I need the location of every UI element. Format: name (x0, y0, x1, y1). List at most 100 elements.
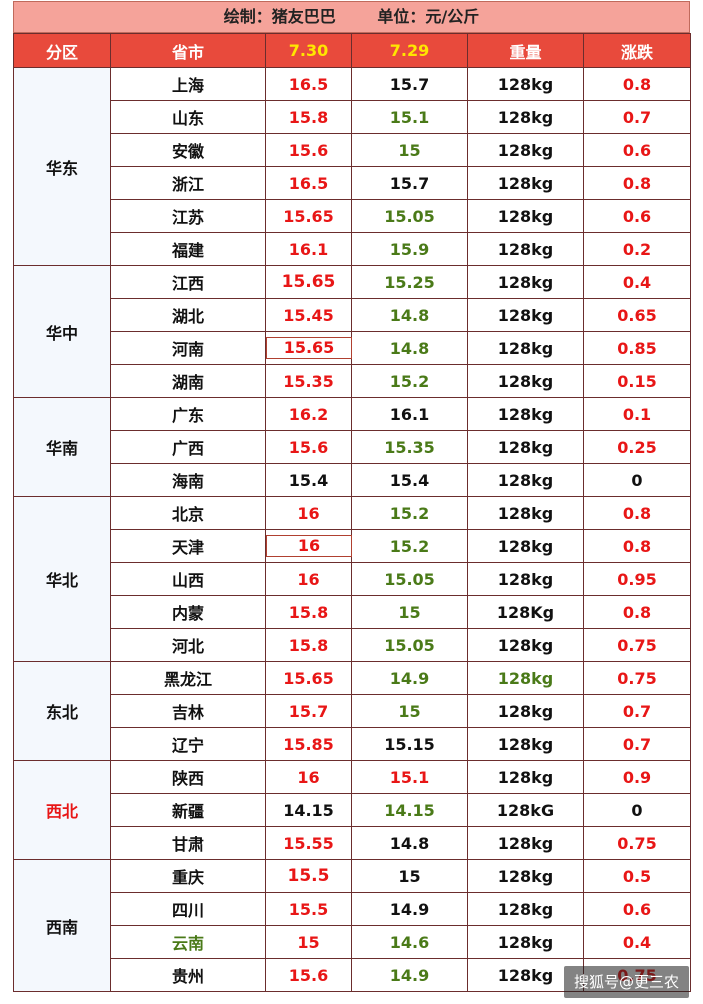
price-today-cell: 16 (265, 496, 352, 530)
region-cell: 华北 (13, 496, 111, 662)
province-cell: 上海 (110, 67, 266, 101)
price-table-container: 绘制：猪友巴巴 单位：元/公斤 分区 省市 7.30 7.29 重量 涨跌 华东… (13, 1, 691, 992)
change-cell: 0.6 (583, 199, 691, 233)
change-cell: 0.95 (583, 562, 691, 596)
price-today-cell: 15.5 (265, 859, 352, 893)
price-yesterday-cell: 15 (351, 133, 468, 167)
change-cell: 0.2 (583, 232, 691, 266)
price-yesterday-cell: 14.9 (351, 892, 468, 926)
weight-cell: 128kg (467, 166, 584, 200)
weight-cell: 128kg (467, 859, 584, 893)
change-cell: 0.8 (583, 595, 691, 629)
province-cell: 河南 (110, 331, 266, 365)
region-cell: 华东 (13, 67, 111, 266)
table-row: 华北 北京 16 15.2 128kg 0.8 (13, 496, 691, 662)
price-yesterday-cell: 16.1 (351, 397, 468, 431)
price-yesterday-cell: 14.8 (351, 298, 468, 332)
price-today-cell: 16.5 (265, 166, 352, 200)
price-today-boxed-value: 15.65 (266, 337, 352, 359)
table-row: 华中 江西 15.65 15.25 128kg 0.4 (13, 265, 691, 398)
price-yesterday-cell: 15.2 (351, 529, 468, 563)
table-row: 海南 15.4 15.4 128kg 0 (14, 463, 691, 497)
price-today-cell: 14.15 (265, 793, 352, 827)
table-row: 甘肃 15.55 14.8 128kg 0.75 (14, 826, 691, 860)
price-today-cell: 15.6 (265, 430, 352, 464)
header-province: 省市 (110, 33, 266, 68)
province-cell: 湖北 (110, 298, 266, 332)
table-row: 西北 陕西 16 15.1 128kg 0.9 (13, 760, 691, 860)
province-cell: 甘肃 (110, 826, 266, 860)
price-yesterday-cell: 15.35 (351, 430, 468, 464)
change-cell: 0.85 (583, 331, 691, 365)
table-row: 华东 上海 16.5 15.7 128kg 0.8 (13, 67, 691, 266)
price-yesterday-cell: 14.9 (351, 958, 468, 992)
change-cell: 0.7 (583, 100, 691, 134)
table-row: 山西 16 15.05 128kg 0.95 (14, 562, 691, 596)
price-today-cell: 15.65 (265, 661, 352, 695)
price-today-cell: 15.55 (265, 826, 352, 860)
change-cell: 0.8 (583, 166, 691, 200)
table-row: 湖南 15.35 15.2 128kg 0.15 (14, 364, 691, 398)
weight-cell: 128kg (467, 298, 584, 332)
table-row: 安徽 15.6 15 128kg 0.6 (14, 133, 691, 167)
weight-cell: 128kg (467, 529, 584, 563)
price-today-cell: 15.7 (265, 694, 352, 728)
price-yesterday-cell: 15.15 (351, 727, 468, 761)
price-today-cell: 15.85 (265, 727, 352, 761)
table-row: 广西 15.6 15.35 128kg 0.25 (14, 430, 691, 464)
header-weight: 重量 (467, 33, 584, 68)
province-cell: 云南 (110, 925, 266, 959)
header-date-yesterday: 7.29 (351, 33, 468, 68)
change-cell: 0.75 (583, 826, 691, 860)
price-yesterday-cell: 14.8 (351, 331, 468, 365)
caption-author: 绘制：猪友巴巴 (223, 7, 336, 26)
weight-cell: 128kg (467, 364, 584, 398)
price-yesterday-cell: 15.25 (351, 265, 468, 299)
table-row: 山东 15.8 15.1 128kg 0.7 (14, 100, 691, 134)
table-row: 云南 15 14.6 128kg 0.4 (14, 925, 691, 959)
price-yesterday-cell: 15.9 (351, 232, 468, 266)
price-today-cell: 15.6 (265, 133, 352, 167)
change-cell: 0.7 (583, 694, 691, 728)
province-cell: 黑龙江 (110, 661, 266, 695)
table-row: 新疆 14.15 14.15 128kG 0 (14, 793, 691, 827)
price-yesterday-cell: 15.7 (351, 166, 468, 200)
price-yesterday-cell: 14.8 (351, 826, 468, 860)
weight-cell: 128kg (467, 694, 584, 728)
change-cell: 0 (583, 463, 691, 497)
change-cell: 0 (583, 793, 691, 827)
region-cell: 西南 (13, 859, 111, 992)
weight-cell: 128kg (467, 67, 584, 101)
change-cell: 0.4 (583, 925, 691, 959)
change-cell: 0.1 (583, 397, 691, 431)
table-row: 吉林 15.7 15 128kg 0.7 (14, 694, 691, 728)
table-row: 西南 重庆 15.5 15 128kg 0.5 (13, 859, 691, 992)
province-cell: 安徽 (110, 133, 266, 167)
province-cell: 辽宁 (110, 727, 266, 761)
caption-unit: 单位：元/公斤 (377, 7, 480, 26)
province-cell: 海南 (110, 463, 266, 497)
price-yesterday-cell: 15.05 (351, 562, 468, 596)
pig-price-table: 分区 省市 7.30 7.29 重量 涨跌 华东 上海 16.5 15.7 128kg 0… (13, 33, 691, 992)
weight-cell: 128kg (467, 628, 584, 662)
price-yesterday-cell: 15.05 (351, 199, 468, 233)
weight-cell: 128kg (467, 463, 584, 497)
price-yesterday-cell: 14.15 (351, 793, 468, 827)
province-cell: 江苏 (110, 199, 266, 233)
price-today-cell: 15.8 (265, 595, 352, 629)
price-today-cell: 15.65 (265, 331, 352, 365)
price-yesterday-cell: 15.2 (351, 496, 468, 530)
weight-cell: 128kg (467, 925, 584, 959)
province-cell: 江西 (110, 265, 266, 299)
table-row: 辽宁 15.85 15.15 128kg 0.7 (14, 727, 691, 761)
province-cell: 河北 (110, 628, 266, 662)
table-row: 江苏 15.65 15.05 128kg 0.6 (14, 199, 691, 233)
province-cell: 贵州 (110, 958, 266, 992)
change-cell: 0.9 (583, 760, 691, 794)
weight-cell: 128kg (467, 100, 584, 134)
price-yesterday-cell: 14.9 (351, 661, 468, 695)
header-date-today: 7.30 (265, 33, 352, 68)
weight-cell: 128kg (467, 727, 584, 761)
price-yesterday-cell: 15.4 (351, 463, 468, 497)
weight-cell: 128kg (467, 661, 584, 695)
